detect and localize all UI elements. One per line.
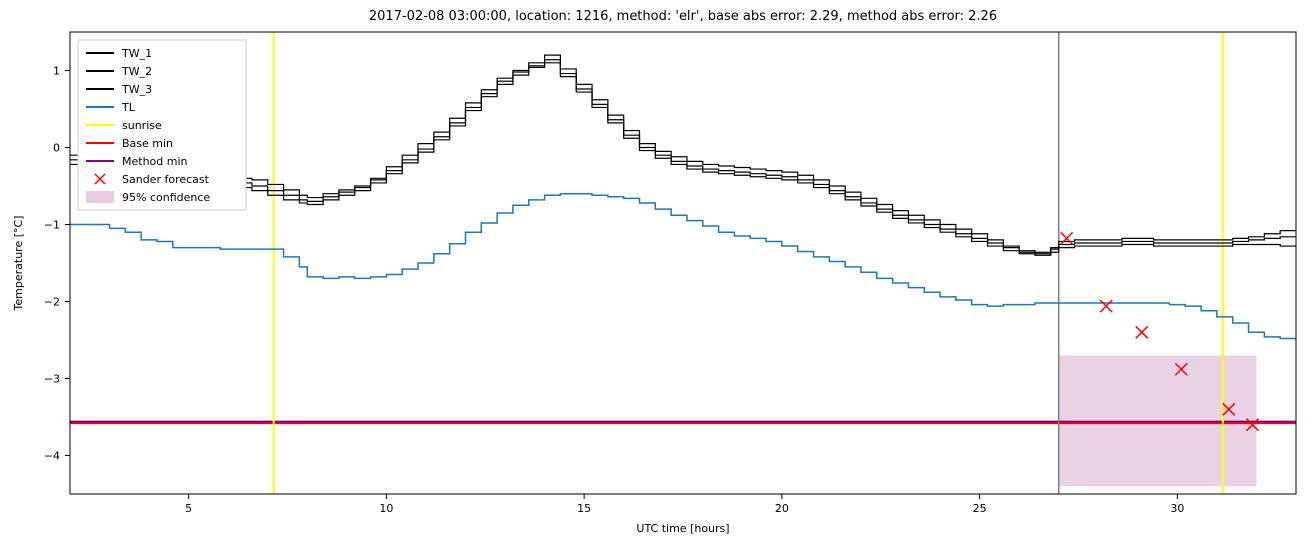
chart-title: 2017-02-08 03:00:00, location: 1216, met… [369,9,997,24]
xlabel: UTC time [hours] [636,522,729,535]
legend-label: TW_1 [121,47,152,60]
ylabel: Temperature [°C] [12,216,25,312]
legend-swatch [86,191,114,203]
legend-label: TW_3 [121,83,152,96]
legend-label: TW_2 [121,65,152,78]
legend-label: 95% confidence [122,191,210,204]
temperature-chart: 5 10 15 20 25 30 −4 −3 −2 −1 0 1 UTC time [hours] Tem… [0,0,1313,547]
xtick-label: 20 [775,502,789,515]
xtick-label: 30 [1170,502,1184,515]
xtick-label: 15 [577,502,591,515]
xtick-label: 10 [379,502,393,515]
legend-label: Base min [122,137,173,150]
legend-label: TL [121,101,136,114]
ytick-label: −2 [44,296,60,309]
xtick-label: 5 [185,502,192,515]
legend-label: Sander forecast [122,173,210,186]
ytick-label: −3 [44,373,60,386]
legend-label: Method min [122,155,188,168]
xtick-label: 25 [973,502,987,515]
legend-label: sunrise [122,119,162,132]
ytick-label: 0 [53,142,60,155]
ytick-label: 1 [53,65,60,78]
ytick-label: −1 [44,219,60,232]
ytick-label: −4 [44,450,60,463]
